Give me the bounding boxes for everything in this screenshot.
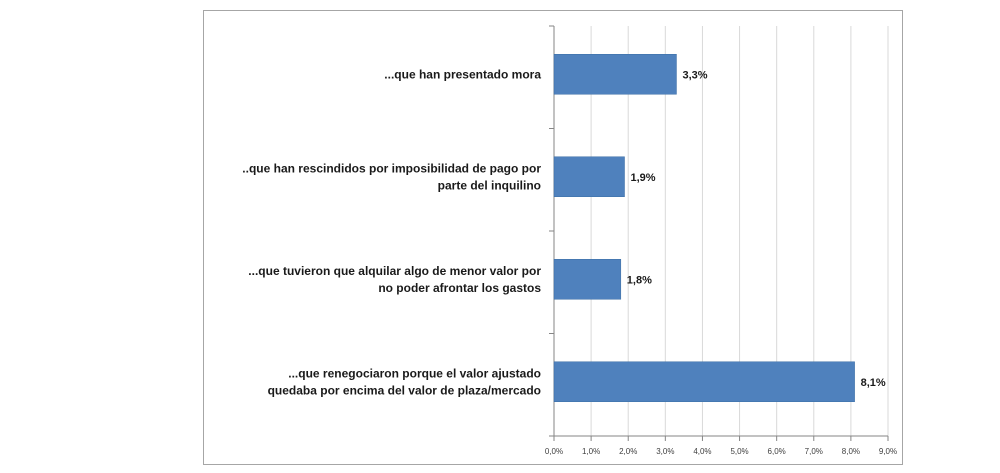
category-label: ...que tuvieron que alquilar algo de men… xyxy=(248,264,541,278)
x-tick-label: 2,0% xyxy=(619,447,637,456)
category-label: no poder afrontar los gastos xyxy=(378,281,541,295)
category-label: ...que renegociaron porque el valor ajus… xyxy=(288,366,541,380)
x-tick-label: 6,0% xyxy=(768,447,786,456)
x-tick-label: 0,0% xyxy=(545,447,563,456)
data-label: 3,3% xyxy=(682,69,707,81)
bar xyxy=(553,361,855,402)
x-tick-label: 5,0% xyxy=(730,447,748,456)
data-label: 1,9% xyxy=(631,172,656,184)
bar xyxy=(553,54,677,95)
x-tick-label: 7,0% xyxy=(805,447,823,456)
category-label: parte del inquilino xyxy=(438,178,541,192)
x-tick-label: 3,0% xyxy=(656,447,674,456)
data-label: 1,8% xyxy=(627,274,652,286)
x-tick-label: 4,0% xyxy=(693,447,711,456)
category-label: ...que han presentado mora xyxy=(384,67,541,81)
chart-frame: 0,0% 1,0% 2,0% 3,0% 4,0% 5,0% 6,0% 7,0% 8,0% 9,0%… xyxy=(203,10,903,465)
x-tick-label: 1,0% xyxy=(582,447,600,456)
bar xyxy=(553,259,622,300)
x-tick-label: 9,0% xyxy=(879,447,897,456)
category-label: quedaba por encima del valor de plaza/me… xyxy=(268,383,541,397)
bar xyxy=(553,156,625,197)
bar-chart: 0,0% 1,0% 2,0% 3,0% 4,0% 5,0% 6,0% 7,0% 8,0% 9,0%… xyxy=(242,25,897,456)
x-tick-label: 8,0% xyxy=(842,447,860,456)
category-label: ..que han rescindidos por imposibilidad … xyxy=(242,161,541,175)
data-label: 8,1% xyxy=(861,377,886,389)
